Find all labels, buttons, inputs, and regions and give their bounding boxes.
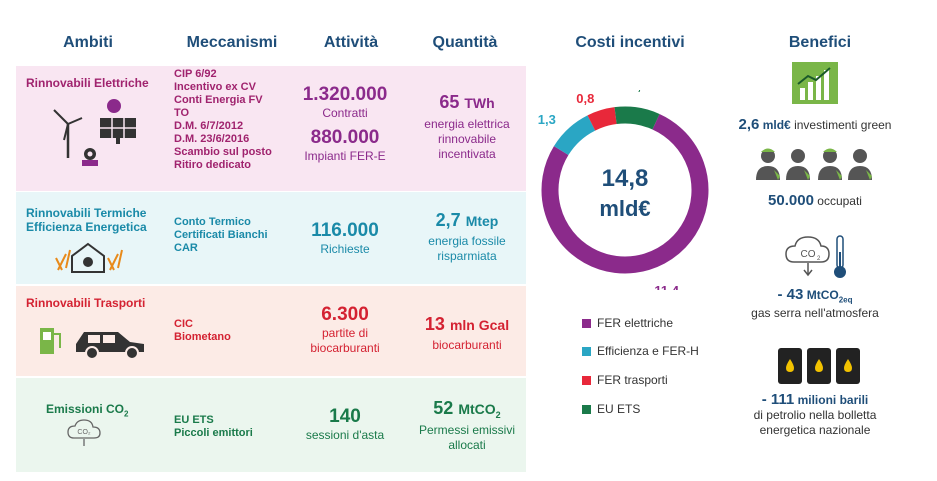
row-emissioni: Emissioni CO2 CO₂ EU ETS Piccoli emittor…: [16, 378, 526, 472]
meccanismo-item: CIP 6/92: [174, 68, 217, 80]
legend-swatch: [582, 404, 591, 414]
row-rinnovabili-trasporti: Rinnovabili Trasporti CIC Biometano 6.30…: [16, 286, 526, 376]
wind-solar-icon: [53, 99, 136, 166]
header-benefici: Benefici: [788, 34, 852, 51]
donut-slice-efficienza: [553, 115, 596, 156]
quantita-label: Permessi emissivi allocati: [418, 422, 515, 452]
svg-text:2: 2: [817, 256, 821, 262]
meccanismo-item: Certificati Bianchi: [174, 229, 268, 241]
quantita-cell: 65 TWh energia elettrica rinnovabile inc…: [408, 92, 526, 162]
meccanismo-item: EU ETS: [174, 414, 214, 426]
meccanismi-list: Conto Termico Certificati Bianchi CAR: [174, 216, 268, 255]
attivita-label: partite di biocarburanti: [310, 326, 380, 355]
co2-cloud-icon: CO₂: [67, 419, 101, 446]
donut-slice-eu-ets: [614, 106, 660, 130]
donut-center-unit: mld€: [599, 196, 650, 221]
legend-swatch: [582, 318, 591, 328]
donut-slice-fer-elettriche: [541, 113, 709, 274]
ambito-label: Rinnovabili Elettriche: [26, 76, 149, 90]
attivita-label: Richieste: [320, 242, 370, 256]
header-meccanismi: Meccanismi: [186, 34, 278, 51]
quantita-label: energia elettrica rinnovabile incentivat…: [424, 117, 510, 161]
donut-slice-fer-trasporti: [587, 107, 617, 131]
co2-thermometer-icon: CO 2: [785, 235, 846, 278]
header-ambiti: Ambiti: [63, 34, 113, 51]
attivita-cell: 140 sessioni d'asta: [286, 406, 404, 443]
benefit-barili: - 111 milioni barili di petrolio nella b…: [753, 391, 877, 437]
meccanismo-item: Conto Termico: [174, 216, 251, 228]
ambito-label: Emissioni CO2: [46, 402, 129, 419]
legend-fer-trasporti: FER trasporti: [582, 373, 668, 387]
attivita-value: 6.300: [321, 304, 369, 325]
car-fuel-icon: [40, 328, 144, 360]
quantita-cell: 52 MtCO2 Permessi emissivi allocati: [408, 398, 526, 453]
meccanismo-item: Biometano: [174, 331, 231, 343]
header-costi: Costi incentivi: [575, 34, 685, 51]
meccanismo-item: Scambio sul posto: [174, 146, 272, 158]
donut-center-value: 14,8: [602, 165, 649, 192]
oil-barrels-icon: [778, 348, 860, 384]
meccanismo-item: Incentivo ex CV: [174, 81, 256, 93]
meccanismo-item: CIC: [174, 318, 193, 330]
legend-efficienza: Efficienza e FER-H: [582, 344, 699, 358]
attivita-label-2: Impianti FER-E: [304, 149, 386, 163]
legend-fer-elettriche: FER elettriche: [582, 316, 673, 330]
costi-donut-chart: 11,4 1,3 0,8 1,3 14,8 mld€: [538, 90, 709, 290]
meccanismi-list: CIC Biometano: [174, 318, 231, 344]
meccanismo-item: Piccoli emittori: [174, 427, 253, 439]
quantita-cell: 2,7 Mtep energia fossile risparmiata: [408, 210, 526, 264]
attivita-cell: 6.300 partite di biocarburanti: [286, 304, 404, 356]
quantita-value: 65 TWh: [439, 92, 495, 112]
meccanismo-item: TO: [174, 107, 190, 119]
meccanismo-item: D.M. 23/6/2016: [174, 133, 250, 145]
row-rinnovabili-elettriche: Rinnovabili Elettriche CIP 6/92 Incentiv…: [16, 66, 526, 191]
header-attivita: Attività: [323, 34, 379, 51]
meccanismo-item: CAR: [174, 242, 198, 254]
growth-chart-icon: [792, 62, 838, 104]
benefit-gas-serra: - 43 MtCO2eq gas serra nell'atmosfera: [751, 286, 879, 321]
attivita-label-1: Contratti: [322, 106, 368, 120]
quantita-value: 2,7 Mtep: [435, 210, 499, 230]
quantita-label: energia fossile risparmiata: [428, 234, 506, 263]
house-heat-icon: [55, 242, 123, 273]
meccanismo-item: Ritiro dedicato: [174, 159, 252, 171]
ambito-label: Rinnovabili Termiche Efficienza Energeti…: [26, 206, 147, 234]
quantita-label: biocarburanti: [432, 338, 502, 352]
benefit-occupati: 50.000 occupati: [768, 192, 862, 209]
legend-eu-ets: EU ETS: [582, 402, 640, 416]
quantita-value: 13 mln Gcal: [424, 314, 510, 334]
meccanismi-list: CIP 6/92 Incentivo ex CV Conti Energia F…: [174, 68, 272, 172]
attivita-cell: 116.000 Richieste: [286, 220, 404, 257]
donut-value-label: 0,8: [576, 91, 594, 106]
legend-swatch: [582, 346, 591, 356]
svg-text:CO: CO: [801, 249, 816, 260]
quantita-value: 52 MtCO2: [433, 398, 501, 420]
meccanismi-list: EU ETS Piccoli emittori: [174, 414, 253, 440]
quantita-cell: 13 mln Gcal biocarburanti: [408, 314, 526, 353]
donut-value-label: 11,4: [654, 283, 679, 290]
workers-icon: [756, 148, 872, 180]
meccanismo-item: Conti Energia FV: [174, 94, 263, 106]
donut-value-label: 1,3: [538, 112, 556, 127]
attivita-label: sessioni d'asta: [305, 428, 385, 442]
attivita-cell: 1.320.000 Contratti 880.000 Impianti FER…: [286, 84, 404, 164]
legend-swatch: [582, 375, 591, 385]
svg-text:CO₂: CO₂: [77, 429, 91, 436]
header-quantita: Quantità: [432, 34, 498, 51]
donut-value-label: 1,3: [630, 90, 648, 93]
attivita-value: 116.000: [311, 220, 379, 241]
benefit-investimenti: 2,6 mld€ investimenti green: [738, 116, 892, 133]
row-rinnovabili-termiche: Rinnovabili Termiche Efficienza Energeti…: [16, 192, 526, 284]
ambito-label: Rinnovabili Trasporti: [26, 296, 146, 310]
attivita-value: 140: [329, 406, 361, 427]
meccanismo-item: D.M. 6/7/2012: [174, 120, 244, 132]
attivita-value-2: 880.000: [310, 127, 380, 148]
attivita-value-1: 1.320.000: [302, 84, 388, 105]
